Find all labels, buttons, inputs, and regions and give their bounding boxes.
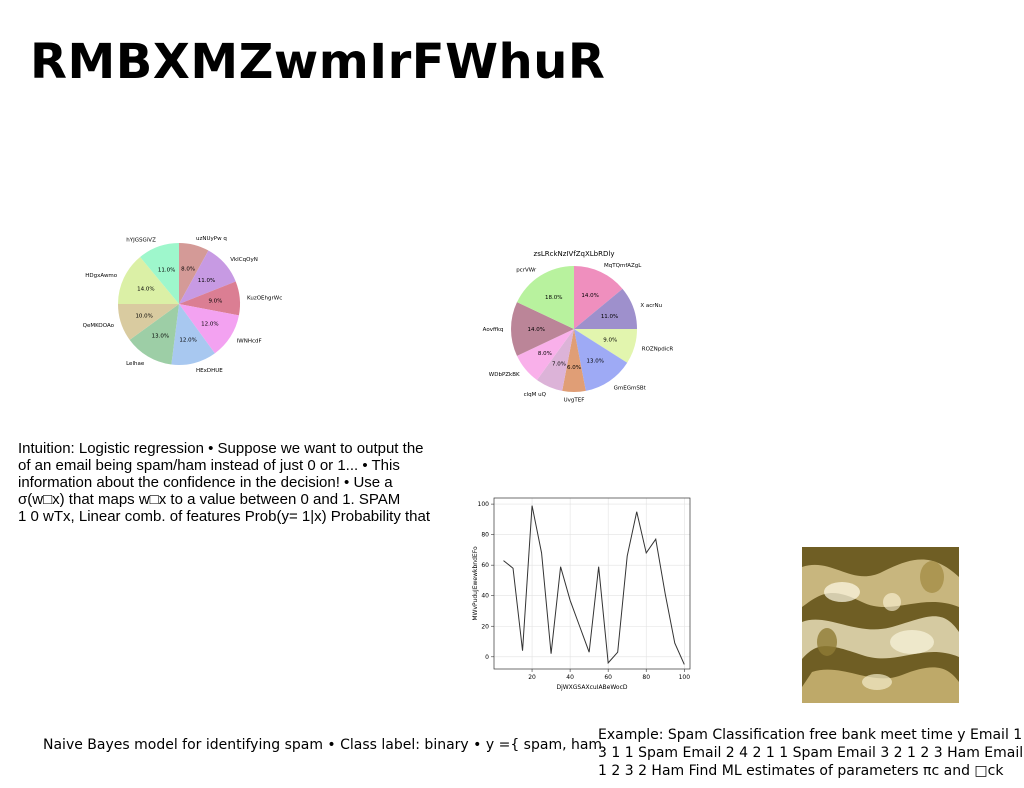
slice-percent-label: 14.0% — [137, 286, 154, 292]
slice-name-label: Lelhae — [126, 361, 145, 367]
slice-percent-label: 13.0% — [587, 358, 604, 364]
slice-percent-label: 9.0% — [603, 338, 617, 344]
slice-percent-label: 11.0% — [601, 314, 618, 320]
y-tick-label: 20 — [481, 623, 489, 630]
pie-slice — [179, 304, 239, 354]
y-tick-label: 0 — [485, 654, 489, 661]
pie-slice — [179, 281, 240, 316]
slice-name-label: ROZNpdicR — [642, 347, 674, 353]
pie-chart-left: 8.0% uzNUyPw q 11.0% VkICqOyN 9.0% KuzOEhgrWc… — [80, 205, 300, 405]
pie-chart-right-svg: zsLRckNzIVfZqXLbRDly 14.0% MqTQmfAZgL 11.0%… — [483, 250, 674, 404]
slice-percent-label: 14.0% — [527, 327, 544, 333]
slice-percent-label: 8.0% — [181, 267, 195, 273]
slice-name-label: X acrNu — [640, 303, 662, 309]
slice-percent-label: 11.0% — [198, 278, 215, 284]
pie-slice — [179, 250, 236, 304]
body-line: Intuition: Logistic regression • Suppose… — [18, 440, 424, 457]
slide-title: RMBXMZwmIrFWhuR — [30, 34, 606, 90]
slice-name-label: MqTQmfAZgL — [604, 263, 642, 269]
y-tick-label: 60 — [481, 562, 489, 569]
pie-slice — [536, 329, 574, 391]
example-line: Example: Spam Classification free bank m… — [598, 727, 1023, 743]
slice-percent-label: 8.0% — [538, 351, 552, 357]
intuition-text: Intuition: Logistic regression • Suppose… — [18, 440, 458, 525]
body-line: of an email being spam/ham instead of ju… — [18, 457, 400, 474]
pie-chart-right: zsLRckNzIVfZqXLbRDly 14.0% MqTQmfAZgL 11.0%… — [470, 225, 690, 425]
slice-percent-label: 13.0% — [152, 334, 169, 340]
pie-slice — [516, 329, 574, 380]
pie-slice — [129, 304, 179, 365]
pie-slice — [118, 256, 179, 304]
pie-slice — [171, 304, 215, 365]
pie-slice — [574, 266, 623, 329]
x-tick-label: 100 — [679, 674, 691, 681]
chart-title: zsLRckNzIVfZqXLbRDly — [534, 250, 615, 258]
naive-bayes-text: Naive Bayes model for identifying spam •… — [43, 737, 603, 753]
slice-name-label: QeMKOOAo — [83, 323, 115, 329]
pie-slice — [516, 266, 574, 329]
slice-percent-label: 11.0% — [158, 268, 175, 274]
plot-frame — [493, 497, 691, 670]
slice-percent-label: 7.0% — [552, 362, 566, 368]
x-tick-label: 80 — [642, 674, 650, 681]
x-tick-label: 40 — [566, 674, 574, 681]
pie-slice — [118, 304, 179, 340]
pie-slice — [140, 243, 179, 304]
slice-name-label: uzNUyPw q — [196, 236, 227, 242]
slice-name-label: WDbPZkBK — [489, 372, 520, 378]
pie-chart-left-svg: 8.0% uzNUyPw q 11.0% VkICqOyN 9.0% KuzOEhgrWc… — [83, 236, 283, 374]
body-line: 1 0 wTx, Linear comb. of features Prob(y… — [18, 508, 431, 525]
y-tick-label: 40 — [481, 593, 489, 600]
slice-name-label: GmEGmSBt — [614, 385, 647, 391]
slice-percent-label: 14.0% — [581, 293, 598, 299]
example-line: 3 1 1 Spam Email 2 4 2 1 1 Spam Email 3 … — [598, 745, 1024, 761]
pie-slice — [511, 302, 574, 356]
body-line: information about the confidence in the … — [18, 474, 393, 491]
slice-name-label: HExDHUE — [196, 368, 223, 374]
slice-percent-label: 12.0% — [201, 322, 218, 328]
slice-name-label: KuzOEhgrWc — [247, 296, 282, 302]
slice-name-label: UvgTEF — [564, 398, 585, 404]
pie-slice — [574, 288, 637, 329]
x-axis-label: DjWXGSAXcuIABeWocD — [556, 684, 627, 691]
body-line: σ(w□x) that maps w□x to a value between … — [18, 491, 401, 508]
slice-percent-label: 6.0% — [567, 365, 581, 371]
slice-name-label: clqM uQ — [524, 392, 547, 398]
y-tick-label: 100 — [478, 501, 490, 508]
slice-name-label: HDgxAwmo — [85, 273, 118, 279]
slice-name-label: Aovffkq — [483, 327, 504, 333]
pie-slice — [562, 329, 586, 392]
slice-name-label: VkICqOyN — [230, 257, 258, 263]
line-chart: 20 40 60 80 100 0 20 40 60 80 100 DjWXGSAXcuIABeWoc… — [468, 492, 698, 692]
y-axis-label: MWvPuduJEwewkbndEFo — [472, 546, 479, 621]
x-tick-label: 20 — [528, 674, 536, 681]
slice-percent-label: 10.0% — [135, 313, 152, 319]
slice-name-label: hYJGSGiVZ — [126, 238, 156, 244]
water-texture-photo — [802, 547, 959, 703]
series-line — [503, 505, 685, 665]
y-tick-label: 80 — [481, 532, 489, 539]
slice-percent-label: 12.0% — [179, 337, 196, 343]
pie-slice — [574, 329, 637, 363]
slice-name-label: pcrVWr — [516, 267, 537, 273]
pie-slice — [574, 329, 628, 391]
x-tick-label: 60 — [604, 674, 612, 681]
pie-slice — [179, 243, 209, 304]
slice-percent-label: 18.0% — [545, 295, 562, 301]
line-chart-svg: 20 40 60 80 100 0 20 40 60 80 100 DjWXGSAXcuIABeWoc… — [472, 497, 691, 691]
slice-name-label: IWNHcdF — [237, 339, 262, 345]
example-line: 1 2 3 2 Ham Find ML estimates of paramet… — [598, 763, 1004, 779]
spam-example-text: Example: Spam Classification free bank m… — [598, 726, 1024, 780]
slice-percent-label: 9.0% — [208, 299, 222, 305]
